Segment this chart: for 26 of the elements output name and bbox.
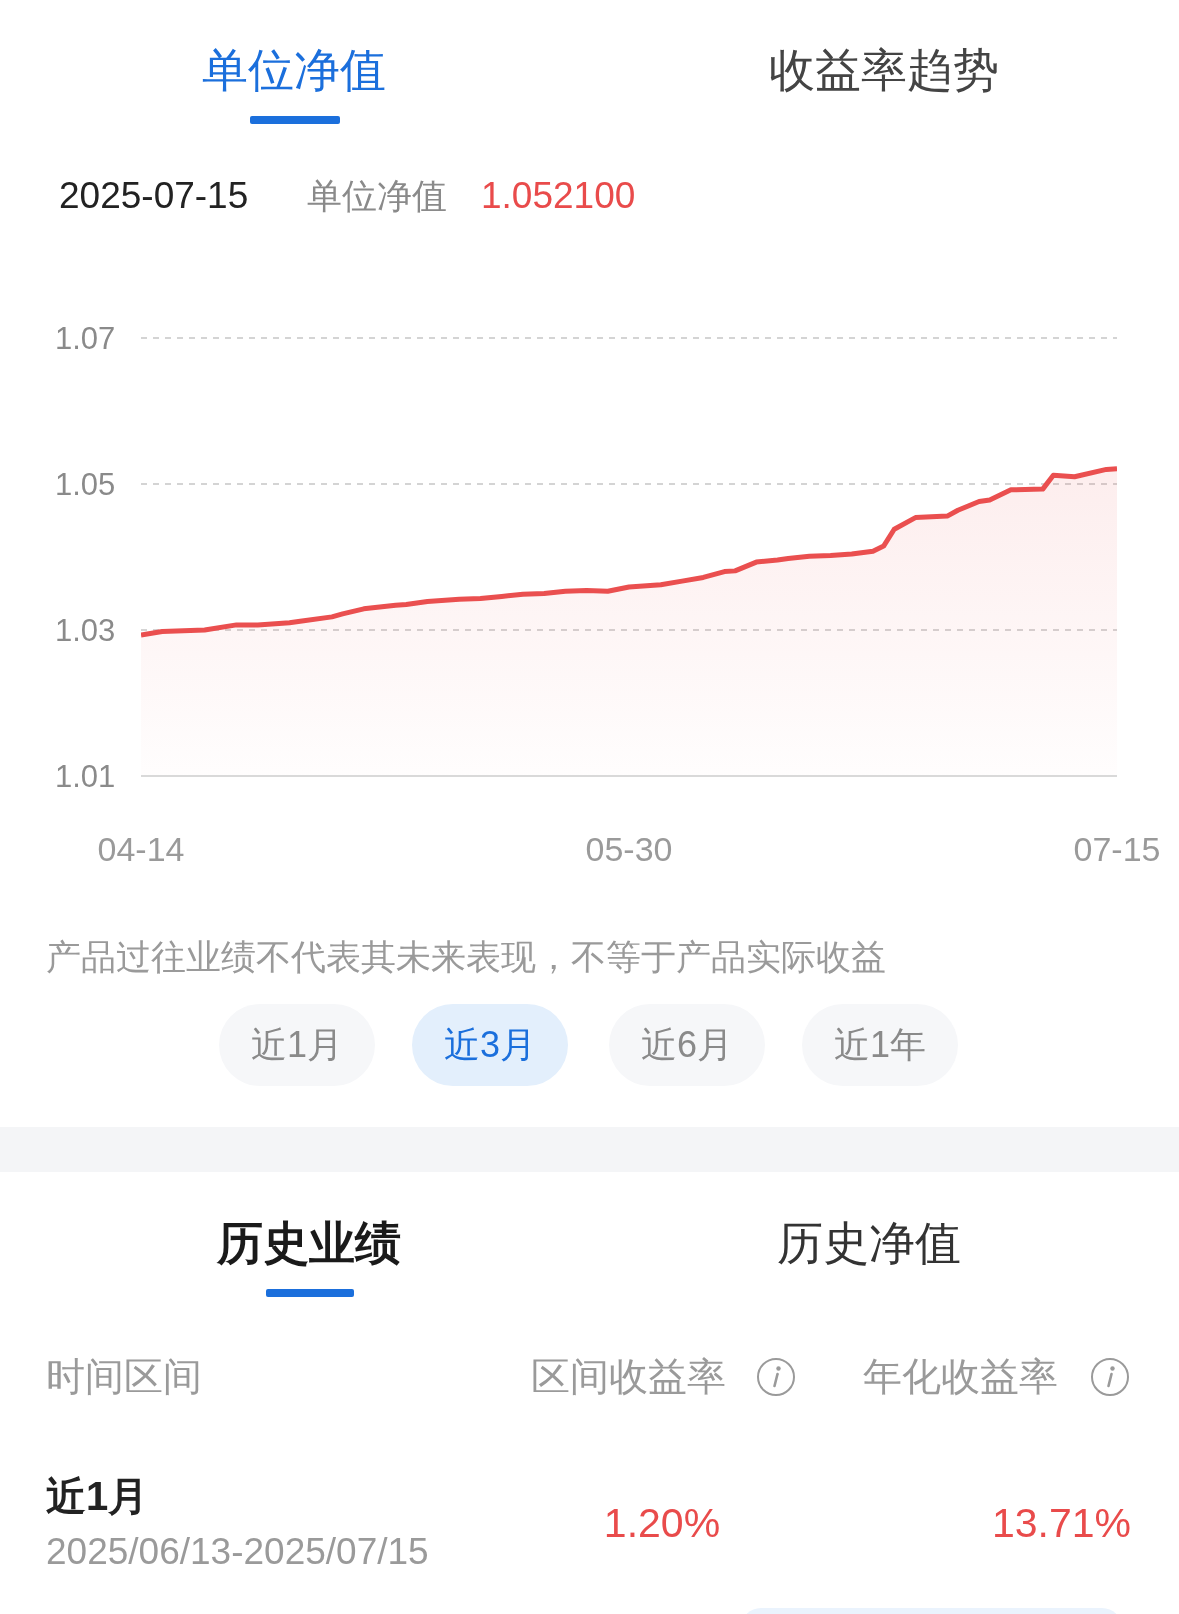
button: 近1月 <box>219 1004 375 1086</box>
y-tick-label: 1.03 <box>55 612 116 648</box>
text: 2025/06/13-2025/07/15 <box>46 1530 429 1572</box>
button: 近3月 <box>412 1004 568 1086</box>
text: 历史净值 <box>777 1216 961 1269</box>
text: 产品过往业绩不代表其未来表现，不等于产品实际收益 <box>46 936 886 976</box>
y-tick-label: 1.07 <box>55 320 116 356</box>
x-tick-label: 05-30 <box>585 830 673 868</box>
text: 时间区间 <box>46 1354 202 1398</box>
text: 1.052100 <box>481 174 636 216</box>
button: 近6月 <box>609 1004 765 1086</box>
text: 单位净值 <box>307 175 447 215</box>
text: 收益率趋势 <box>769 43 999 96</box>
button: 近1年 <box>802 1004 958 1086</box>
text: 2025-07-15 <box>59 174 249 216</box>
y-tick-label: 1.05 <box>55 466 116 502</box>
text: 年化收益率 <box>863 1354 1058 1398</box>
text: 单位净值 <box>202 43 386 96</box>
text: 历史业绩 <box>217 1216 401 1269</box>
text: 1.20% <box>603 1500 721 1547</box>
x-tick-label: 07-15 <box>1073 830 1161 868</box>
text: 近1月 <box>46 1474 149 1518</box>
y-tick-label: 1.01 <box>55 758 116 794</box>
text: 区间收益率 <box>531 1354 726 1398</box>
x-tick-label: 04-14 <box>97 830 185 868</box>
text: 13.71% <box>991 1500 1131 1547</box>
